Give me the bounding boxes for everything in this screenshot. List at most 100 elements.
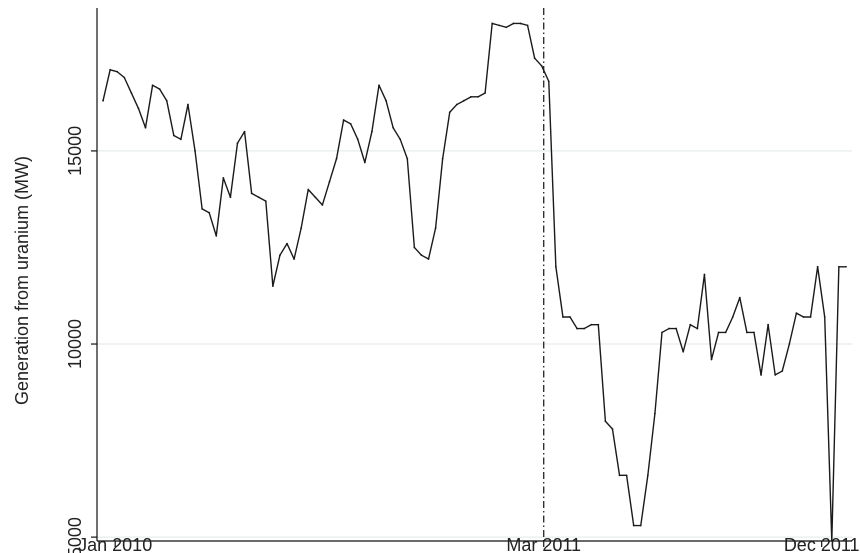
data-point [625, 474, 628, 477]
data-point [321, 204, 324, 206]
data-point [356, 138, 359, 141]
data-point [116, 70, 119, 73]
data-point [144, 126, 147, 129]
data-point [406, 157, 409, 160]
y-tick-label: 5000 [65, 517, 85, 553]
data-point [845, 265, 847, 268]
data-point [293, 258, 295, 260]
data-point [710, 358, 713, 361]
data-point [802, 316, 805, 318]
data-point [760, 374, 762, 376]
data-point [222, 177, 225, 179]
data-point [392, 126, 395, 129]
data-point [703, 273, 706, 276]
data-point [413, 246, 416, 249]
data-point [378, 84, 380, 87]
data-point [328, 180, 331, 183]
data-point [569, 316, 571, 318]
data-point [731, 316, 734, 318]
data-point [434, 227, 437, 230]
data-point [611, 428, 614, 430]
data-point [533, 57, 536, 60]
data-point [130, 92, 133, 94]
data-point [717, 331, 720, 334]
data-point [519, 22, 522, 25]
data-point [243, 130, 246, 133]
data-point [689, 323, 692, 326]
data-point [109, 68, 112, 71]
data-point [286, 242, 288, 245]
data-point [774, 374, 777, 376]
data-point [597, 323, 600, 326]
data-point [314, 196, 317, 199]
data-point [165, 99, 168, 102]
data-point [540, 65, 543, 67]
data-point [371, 130, 373, 133]
series-line [102, 22, 847, 542]
axes [96, 8, 852, 542]
data-point [724, 331, 727, 334]
series-layer [102, 22, 847, 542]
data-point [547, 80, 550, 83]
data-point [682, 350, 685, 353]
data-point [462, 99, 465, 102]
data-point [562, 316, 564, 318]
data-point [675, 327, 678, 330]
data-point [809, 316, 812, 318]
data-point [151, 84, 154, 87]
data-point [349, 122, 352, 125]
x-tick-label: Dec 2011 [784, 535, 860, 553]
data-point [215, 234, 218, 237]
data-point [830, 540, 833, 542]
x-axis-ticks: Jan 2010 Mar 2011 Dec 2011 [78, 535, 859, 553]
data-point [654, 412, 656, 415]
data-point [583, 327, 586, 330]
x-tick-label: Mar 2011 [506, 535, 581, 553]
data-point [236, 142, 239, 145]
data-point [604, 420, 607, 423]
data-point [187, 103, 189, 106]
data-point [257, 196, 260, 199]
data-point [512, 22, 515, 25]
data-point [201, 207, 204, 210]
data-point [668, 327, 670, 330]
data-point [208, 211, 211, 214]
data-point [279, 254, 281, 257]
data-point [554, 265, 557, 268]
data-point [477, 95, 479, 98]
data-point [271, 285, 274, 287]
data-point [823, 316, 826, 318]
data-point [335, 157, 338, 160]
gridlines [97, 150, 852, 538]
data-point [123, 76, 126, 79]
data-point [229, 196, 232, 199]
data-point [632, 524, 635, 527]
data-point [491, 22, 494, 25]
data-point [399, 138, 402, 141]
data-point [505, 26, 508, 29]
data-point [795, 312, 798, 315]
data-point [661, 331, 663, 334]
data-point [646, 474, 649, 477]
y-tick-label: 10000 [65, 319, 85, 369]
data-point [837, 265, 840, 268]
data-point [781, 370, 784, 372]
data-point [526, 24, 529, 27]
x-tick-label: Jan 2010 [78, 535, 152, 553]
data-point [264, 200, 267, 203]
data-point [158, 88, 161, 91]
data-point [250, 192, 253, 195]
data-point [696, 327, 699, 330]
data-point [194, 150, 196, 152]
y-axis-label: Generation from uranium (MW) [12, 156, 32, 405]
y-axis-ticks: 5000 10000 15000 [65, 126, 97, 553]
data-point [590, 323, 593, 326]
data-point [745, 331, 748, 334]
data-point [363, 161, 366, 164]
data-point [753, 331, 755, 334]
data-point [618, 474, 621, 477]
data-point [307, 188, 310, 191]
data-point [179, 138, 182, 141]
data-point [484, 92, 487, 94]
